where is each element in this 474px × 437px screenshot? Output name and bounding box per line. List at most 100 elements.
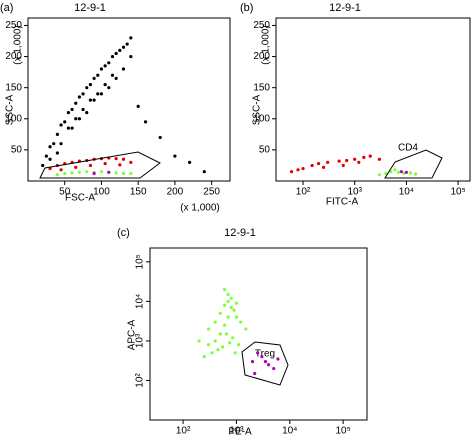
event-dot [276, 357, 280, 361]
panel-label: (a) [0, 2, 13, 14]
event-dot [55, 132, 59, 136]
event-dot [197, 339, 201, 343]
event-dot [99, 92, 104, 96]
event-dot [218, 332, 222, 336]
y-axis-label: APC-A [127, 319, 138, 350]
event-dot [341, 163, 345, 168]
event-dot [88, 163, 93, 168]
x-tick-label: 150 [130, 187, 147, 198]
event-dot [96, 92, 100, 96]
event-dot [234, 315, 239, 319]
x-tick-label: 10² [296, 187, 311, 198]
event-dot [129, 36, 133, 40]
x-tick-label: 10⁵ [450, 187, 465, 198]
event-dot [77, 117, 82, 121]
event-dot [260, 355, 264, 359]
event-dot [48, 145, 52, 149]
y-axis-label: SSC-A [252, 94, 263, 125]
event-dot [110, 54, 115, 59]
x-axis-label: FITC-A [326, 197, 359, 208]
event-dot [63, 171, 67, 176]
chart-title: 12-9-1 [224, 227, 256, 239]
event-dot [232, 308, 236, 312]
event-dot [310, 163, 314, 168]
event-dot [81, 107, 85, 112]
event-dot [107, 61, 111, 65]
event-dot [337, 159, 341, 163]
event-dot [66, 110, 70, 115]
event-dot [250, 359, 255, 364]
x-axis-label: FSC-A [65, 193, 95, 204]
event-dot [224, 332, 229, 336]
gate-label: CD4 [398, 143, 418, 154]
event-dot [143, 120, 148, 124]
event-dot [121, 157, 126, 161]
event-dot [206, 327, 211, 331]
event-dot [393, 168, 397, 172]
event-dot [92, 98, 96, 102]
event-dot [103, 161, 107, 166]
event-dot [66, 126, 70, 130]
y-tick-label: 250 [253, 20, 270, 31]
event-dot [321, 165, 326, 169]
event-dot [74, 165, 78, 169]
event-dot [233, 351, 237, 355]
event-dot [353, 157, 357, 161]
event-dot [99, 170, 104, 174]
gate [384, 149, 443, 179]
event-dot [85, 170, 89, 174]
event-dot [59, 142, 63, 146]
event-dot [96, 73, 100, 77]
event-dot [402, 171, 406, 176]
event-dot [118, 48, 122, 52]
y-tick-label: 50 [11, 145, 23, 156]
event-dot [213, 320, 217, 324]
y-tick-label: 50 [259, 145, 271, 156]
y-tick-label: 100 [253, 113, 270, 124]
x-axis-label: PE-A [228, 427, 252, 437]
event-dot [220, 345, 225, 349]
event-dot [228, 341, 232, 345]
event-dot [413, 172, 418, 176]
event-dot [173, 154, 177, 158]
event-dot [226, 315, 230, 319]
event-dot [85, 86, 89, 90]
event-dot [136, 104, 140, 108]
y-tick-label: 250 [5, 20, 22, 31]
x-tick-label: 50 [59, 187, 71, 198]
event-dot [234, 301, 239, 305]
event-dot [85, 110, 89, 115]
event-dot [74, 101, 78, 105]
event-dot [107, 170, 111, 174]
event-dot [272, 366, 276, 371]
panel-label: (b) [240, 2, 253, 14]
event-dot [226, 299, 230, 303]
event-dot [357, 160, 361, 164]
event-dot [218, 311, 222, 315]
x-tick-label: 10² [176, 426, 191, 437]
event-dot [377, 173, 381, 177]
x-tick-label: 10⁴ [282, 426, 297, 437]
event-dot [216, 348, 220, 352]
event-dot [362, 155, 366, 159]
event-dot [125, 42, 129, 46]
plot-frame [275, 17, 471, 182]
event-dot [88, 82, 93, 87]
y-tick-label: 150 [253, 82, 270, 93]
event-dot [63, 120, 67, 124]
event-dot [74, 117, 78, 121]
event-dot [59, 168, 63, 172]
event-dot [114, 157, 118, 161]
gate [241, 341, 289, 386]
y-axis-label: SSC-A [5, 94, 16, 125]
x-tick-label: 10³ [229, 426, 244, 437]
event-dot [256, 351, 260, 355]
event-dot [81, 92, 85, 96]
event-dot [404, 170, 409, 174]
event-dot [206, 343, 211, 347]
event-dot [103, 82, 107, 87]
event-dot [202, 170, 206, 174]
event-dot [99, 67, 104, 71]
event-dot [129, 160, 133, 164]
